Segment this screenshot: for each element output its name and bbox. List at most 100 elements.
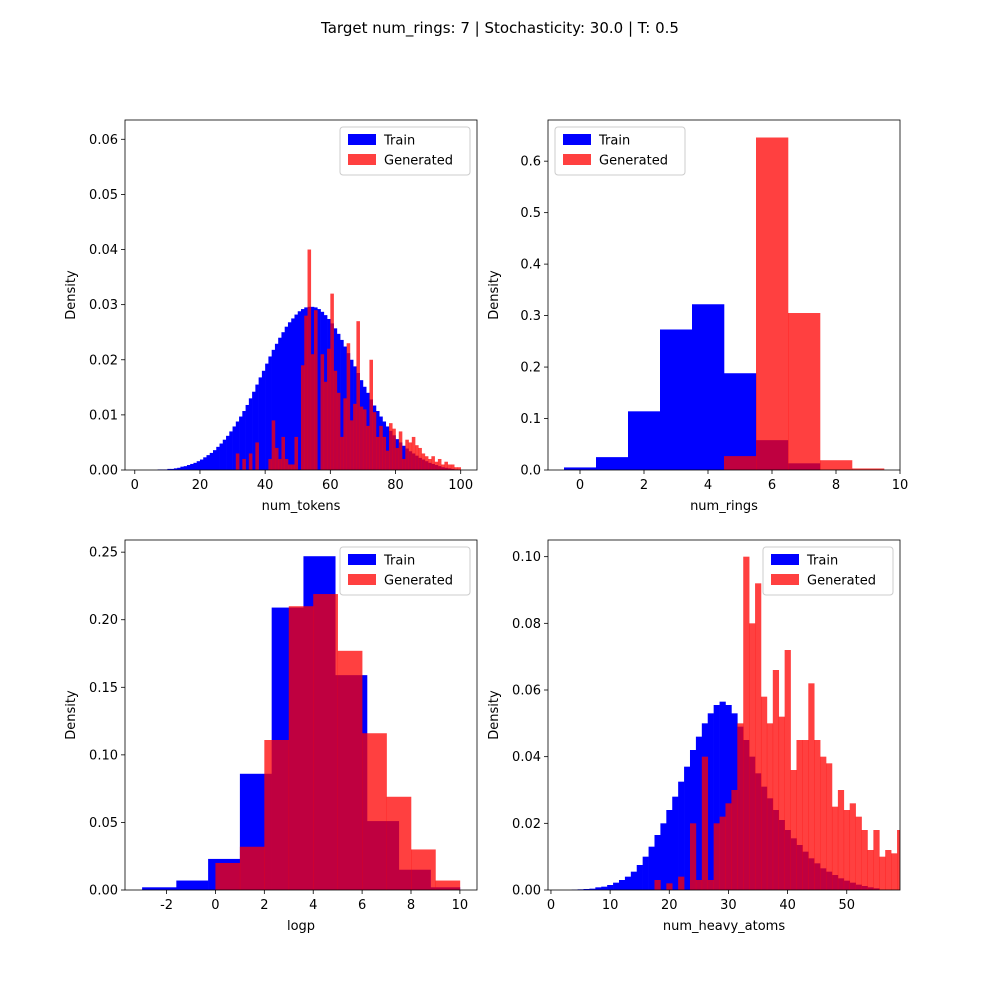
- histogram-bar: [317, 309, 321, 470]
- y-axis-label: Density: [487, 270, 502, 320]
- histogram-bar: [210, 453, 214, 470]
- histogram-bar: [142, 887, 177, 890]
- histogram-bar: [862, 830, 868, 890]
- y-tick-label: 0.1: [520, 412, 541, 427]
- legend-label-train: Train: [598, 134, 630, 149]
- histogram-bar: [387, 797, 412, 890]
- histogram-bar: [233, 426, 237, 470]
- histogram-bar: [229, 431, 233, 470]
- histogram-bar: [313, 594, 338, 890]
- histogram-bar: [613, 883, 619, 890]
- y-tick-label: 0.00: [512, 884, 541, 899]
- y-tick-label: 0.02: [89, 353, 118, 368]
- legend-label-train: Train: [806, 554, 838, 569]
- y-tick-label: 0.0: [520, 464, 541, 479]
- histogram-bar: [619, 880, 625, 890]
- histogram-bar: [285, 327, 289, 470]
- histogram-bar: [334, 371, 338, 470]
- histogram-bar: [291, 464, 295, 470]
- legend-swatch-generated: [348, 154, 376, 165]
- histogram-bar: [275, 448, 279, 470]
- x-tick-label: 100: [448, 478, 473, 493]
- legend-swatch-generated: [348, 574, 376, 585]
- y-tick-label: 0.10: [89, 748, 118, 763]
- histogram-bar: [369, 360, 373, 470]
- histogram-bar: [631, 872, 637, 890]
- histogram-bar: [343, 398, 347, 470]
- legend-label-generated: Generated: [384, 574, 453, 589]
- histogram-bar: [240, 847, 265, 890]
- histogram-bar: [353, 404, 357, 470]
- histogram-bar: [382, 437, 386, 470]
- histogram-bar: [197, 461, 201, 470]
- x-axis-label: logp: [287, 919, 315, 934]
- histogram-bar: [625, 877, 631, 890]
- histogram-bar: [298, 311, 302, 470]
- x-tick-label: 2: [640, 478, 648, 493]
- x-tick-label: 0: [576, 478, 584, 493]
- histogram-bar: [756, 138, 788, 471]
- histogram-bar: [431, 456, 435, 470]
- y-tick-label: 0.08: [512, 617, 541, 632]
- histogram-bar: [457, 467, 461, 470]
- histogram-bar: [595, 887, 601, 890]
- histogram-bar: [672, 797, 678, 890]
- histogram-bar: [278, 459, 282, 470]
- histogram-bar: [820, 460, 852, 470]
- histogram-bar: [773, 670, 779, 890]
- y-tick-label: 0.6: [520, 155, 541, 170]
- plot-area: [158, 250, 461, 470]
- histogram-bar: [362, 733, 387, 890]
- x-tick-label: 40: [257, 478, 274, 493]
- histogram-bar: [246, 405, 250, 470]
- histogram-bar: [454, 467, 458, 470]
- histogram-bar: [412, 437, 416, 470]
- histogram-bar: [268, 459, 272, 470]
- histogram-bar: [405, 440, 409, 470]
- histogram-bar: [660, 329, 692, 470]
- histogram-bar: [265, 364, 269, 470]
- histogram-bar: [743, 557, 749, 890]
- legend-label-generated: Generated: [599, 154, 668, 169]
- histogram-bar: [396, 448, 400, 470]
- histogram-bar: [891, 853, 897, 890]
- histogram-bar: [938, 877, 944, 890]
- y-tick-label: 0.01: [89, 408, 118, 423]
- histogram-bar: [788, 313, 820, 470]
- x-tick-label: 8: [407, 898, 415, 913]
- x-tick-label: 10: [452, 898, 469, 913]
- histogram-bar: [785, 650, 791, 890]
- histogram-bar: [702, 757, 708, 890]
- plot-area: [564, 138, 884, 471]
- x-tick-label: 8: [832, 478, 840, 493]
- histogram-bar: [272, 420, 276, 470]
- histogram-bar: [418, 448, 422, 470]
- histogram-bar: [444, 462, 448, 470]
- histogram-bar: [696, 737, 702, 890]
- histogram-bar: [389, 423, 393, 470]
- histogram-bar: [731, 790, 737, 890]
- x-tick-label: 0: [211, 898, 219, 913]
- histogram-bar: [826, 763, 832, 890]
- histogram-bar: [428, 459, 432, 470]
- legend: Train Generated: [763, 547, 893, 595]
- histogram-bar: [596, 457, 628, 470]
- histogram-bar: [314, 310, 318, 470]
- histogram-bar: [249, 453, 253, 470]
- histogram-bar: [601, 887, 607, 890]
- histogram-bar: [666, 883, 672, 890]
- histogram-bar: [347, 343, 351, 470]
- legend-label-generated: Generated: [807, 574, 876, 589]
- histogram-bar: [927, 870, 933, 890]
- x-tick-label: -2: [160, 898, 173, 913]
- legend: Train Generated: [555, 127, 685, 175]
- x-tick-label: 10: [892, 478, 909, 493]
- histogram-bar: [761, 697, 767, 890]
- histogram-bar: [220, 444, 224, 470]
- histogram-bar: [873, 830, 879, 890]
- histogram-bar: [311, 354, 315, 470]
- y-tick-label: 0.15: [89, 681, 118, 696]
- x-tick-label: 2: [260, 898, 268, 913]
- histogram-bar: [422, 453, 426, 470]
